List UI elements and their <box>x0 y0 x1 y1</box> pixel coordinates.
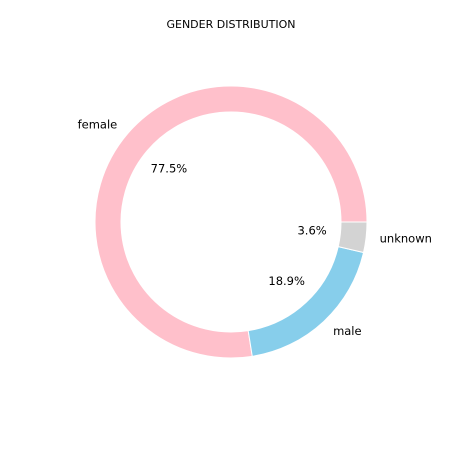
slice-female <box>94 85 368 359</box>
slice-pct-unknown: 3.6% <box>297 224 326 238</box>
chart-title: GENDER DISTRIBUTION <box>166 18 295 31</box>
slice-male <box>247 246 365 357</box>
slice-unknown <box>337 221 368 254</box>
slice-label-unknown: unknown <box>380 231 432 245</box>
donut-slices <box>94 85 368 359</box>
slice-pct-male: 18.9% <box>268 274 305 288</box>
slice-label-female: female <box>78 117 118 131</box>
donut-labels: female 77.5% male 18.9% unknown 3.6% <box>78 117 432 338</box>
slice-pct-female: 77.5% <box>151 162 188 176</box>
slice-label-male: male <box>333 324 362 338</box>
